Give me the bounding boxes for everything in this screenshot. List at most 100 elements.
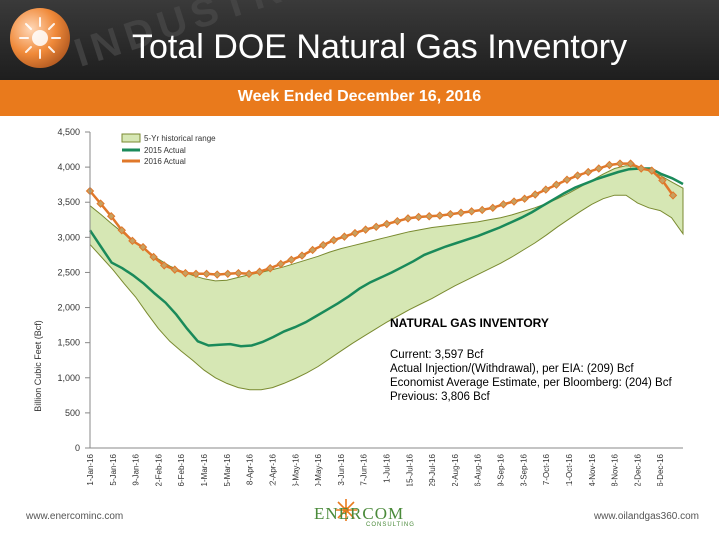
series-2016-point xyxy=(308,245,317,255)
x-tick-label: 29-Jul-16 xyxy=(428,453,437,486)
series-2016-point xyxy=(552,180,561,189)
series-2016-point xyxy=(477,205,487,215)
legend-label-range: 5-Yr historical range xyxy=(144,134,216,143)
subtitle-bar: Week Ended December 16, 2016 xyxy=(0,80,719,116)
page-subtitle: Week Ended December 16, 2016 xyxy=(237,88,482,105)
series-2016-point xyxy=(350,228,360,238)
series-2016-point xyxy=(170,265,180,274)
chart-legend: 5-Yr historical range 2015 Actual 2016 A… xyxy=(121,133,216,166)
series-2016-point xyxy=(499,200,508,209)
x-tick-label: 20-May-16 xyxy=(314,453,323,486)
series-2016-point xyxy=(297,251,307,260)
series-2016-point xyxy=(340,232,349,241)
enercom-star-icon xyxy=(335,499,357,521)
series-2016-point xyxy=(265,264,275,273)
footer-right-url[interactable]: www.oilandgas360.com xyxy=(593,511,699,522)
y-tick-label: 500 xyxy=(65,408,80,418)
sun-burst-icon xyxy=(19,17,61,59)
series-2016-point xyxy=(488,203,498,213)
header-banner: INDUSTRY Total DOE Natural Gas Inventory xyxy=(0,0,719,80)
five-year-range-band xyxy=(89,165,684,391)
series-2016-point xyxy=(636,164,646,173)
y-tick-label: 1,000 xyxy=(57,373,80,383)
legend-swatch-range xyxy=(121,133,141,143)
x-tick-label: 15-Jan-16 xyxy=(109,453,118,486)
series-2016-point xyxy=(212,270,222,279)
x-tick-label: 21-Oct-16 xyxy=(565,453,574,486)
series-2016-point xyxy=(658,176,667,185)
x-tick-label: 1-Jul-16 xyxy=(383,453,392,482)
legend-label-2015: 2015 Actual xyxy=(144,146,186,155)
series-2016-point xyxy=(530,190,540,199)
series-2016-point xyxy=(467,207,476,216)
x-axis: 1-Jan-16 15-Jan-16 29-Jan-16 12-Feb-16 26-Fe… xyxy=(86,453,665,486)
series-2016-point xyxy=(615,159,625,168)
x-tick-label: 12-Feb-16 xyxy=(154,453,163,486)
series-2016-point xyxy=(382,219,392,229)
x-tick-label: 25-Mar-16 xyxy=(223,453,232,486)
series-2016-point xyxy=(202,269,211,279)
series-2015-line xyxy=(88,167,684,348)
x-tick-label: 11-Mar-16 xyxy=(200,453,209,486)
series-2016-point xyxy=(541,185,551,194)
page-title: Total DOE Natural Gas Inventory xyxy=(132,28,628,66)
series-2016-point xyxy=(244,269,254,279)
series-2016-point xyxy=(138,242,148,252)
x-tick-label: 17-Jun-16 xyxy=(360,453,369,486)
x-tick-label: 23-Sep-16 xyxy=(519,453,528,486)
annotation-current: Current: 3,597 Bcf xyxy=(390,349,484,361)
series-2016-point xyxy=(605,160,614,170)
x-tick-label: 7-Oct-16 xyxy=(542,453,551,485)
x-tick-label: 4-Nov-16 xyxy=(588,453,597,486)
series-2016-point xyxy=(647,166,657,175)
x-tick-label: 12-Aug-16 xyxy=(451,453,460,486)
x-tick-label: 16-Dec-16 xyxy=(656,453,665,486)
series-2016-point xyxy=(456,208,466,217)
annotation-estimate: Economist Average Estimate, per Bloomber… xyxy=(390,377,672,389)
series-2016-point xyxy=(329,235,339,245)
y-axis: 0 500 1,000 1,500 2,000 2,500 3,000 3,500 4,000 4… xyxy=(57,127,91,453)
series-2016-point xyxy=(223,269,233,279)
y-tick-label: 4,000 xyxy=(57,162,80,172)
enercom-consulting-logo: ENERCOM CONSULTING xyxy=(306,498,436,532)
logo-name: ENERCOM xyxy=(314,504,405,523)
series-2016-point xyxy=(287,255,296,265)
x-tick-label: 1-Jan-16 xyxy=(86,453,95,485)
series-2016-point xyxy=(159,261,169,270)
series-2016-point xyxy=(117,226,127,235)
series-2016-point xyxy=(414,212,423,222)
y-tick-label: 2,000 xyxy=(57,303,80,313)
series-2016-point xyxy=(424,212,434,221)
x-tick-label: 26-Feb-16 xyxy=(177,453,186,486)
series-2016-point xyxy=(181,268,190,278)
y-tick-label: 0 xyxy=(75,443,80,453)
series-2016-point xyxy=(149,252,158,262)
series-2016-point xyxy=(583,167,593,177)
annotation-injection: Actual Injection/(Withdrawal), per EIA: … xyxy=(390,363,634,375)
footer-left-url[interactable]: www.enercominc.com xyxy=(26,511,124,522)
series-2016-point xyxy=(626,159,635,168)
series-2016-point xyxy=(96,199,105,208)
series-2016-point xyxy=(393,216,402,226)
inventory-annotation: NATURAL GAS INVENTORY Current: 3,597 Bcf… xyxy=(390,316,672,403)
series-2016-point xyxy=(573,171,582,180)
y-tick-label: 3,000 xyxy=(57,232,80,242)
y-tick-label: 1,500 xyxy=(57,338,80,348)
series-2016-point xyxy=(276,259,286,269)
x-tick-label: 29-Jan-16 xyxy=(132,453,141,486)
series-2016-point xyxy=(234,268,243,278)
y-tick-label: 2,500 xyxy=(57,267,80,277)
series-2016-point xyxy=(255,267,264,276)
series-2016-markers xyxy=(85,159,678,279)
series-2016-point xyxy=(509,197,519,206)
x-tick-label: 22-Apr-16 xyxy=(268,453,277,486)
series-2016-point xyxy=(106,212,116,221)
x-tick-label: 8-Apr-16 xyxy=(246,453,255,485)
series-2016-point xyxy=(594,164,604,173)
y-axis-label: Billion Cubic Feet (Bcf) xyxy=(33,320,43,412)
y-tick-label: 3,500 xyxy=(57,197,80,207)
x-tick-label: 26-Aug-16 xyxy=(474,453,483,486)
y-tick-label: 4,500 xyxy=(57,127,80,137)
series-2016-point xyxy=(435,211,445,220)
inventory-chart: 0 500 1,000 1,500 2,000 2,500 3,000 3,500 4,000 4… xyxy=(33,127,684,486)
